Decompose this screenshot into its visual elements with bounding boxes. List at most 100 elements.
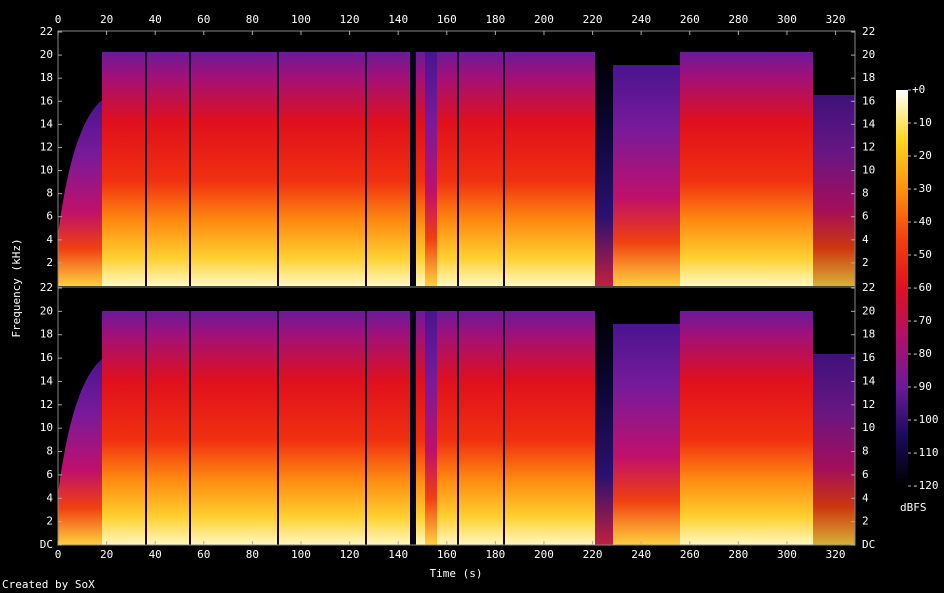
x-tick-label: 220 xyxy=(583,548,603,561)
x-tick-label: 200 xyxy=(534,548,554,561)
x-tick-label: 60 xyxy=(197,13,210,26)
x-tick-label: 300 xyxy=(777,13,797,26)
x-tick-label: 0 xyxy=(55,13,62,26)
colorbar-label: dBFS xyxy=(900,501,927,514)
x-tick-label: 240 xyxy=(631,548,651,561)
x-tick-label: 120 xyxy=(340,548,360,561)
y-tick-label: 18 xyxy=(862,328,875,341)
y-axis-label: Frequency (kHz) xyxy=(10,238,23,337)
spectrum-right xyxy=(58,291,855,545)
y-tick-label: 12 xyxy=(862,398,875,411)
y-tick-label: 2 xyxy=(46,256,53,269)
x-tick-label: 120 xyxy=(340,13,360,26)
y-tick-label: 8 xyxy=(862,187,869,200)
y-tick-label: 16 xyxy=(862,94,875,107)
y-tick-label: 10 xyxy=(40,164,53,177)
y-tick-label: 8 xyxy=(46,187,53,200)
y-tick-label: 2 xyxy=(862,256,869,269)
x-tick-label: 260 xyxy=(680,13,700,26)
y-tick-label: 16 xyxy=(862,351,875,364)
x-tick-label: 20 xyxy=(100,548,113,561)
y-tick-label: 22 xyxy=(40,25,53,38)
y-tick-label: 16 xyxy=(40,351,53,364)
x-tick-label: 220 xyxy=(583,13,603,26)
y-tick-label: 14 xyxy=(40,374,54,387)
colorbar-tick-label: -50 xyxy=(912,248,932,261)
y-tick-label: 14 xyxy=(40,117,54,130)
y-tick-label: 20 xyxy=(40,48,53,61)
y-tick-label: 18 xyxy=(40,71,53,84)
y-tick-label: 12 xyxy=(40,398,53,411)
spectrum-left xyxy=(58,32,855,286)
y-tick-label: 14 xyxy=(862,117,876,130)
y-tick-label: 4 xyxy=(46,233,53,246)
colorbar xyxy=(896,90,908,486)
x-tick-label: 320 xyxy=(826,13,846,26)
x-tick-label: 280 xyxy=(728,13,748,26)
footer: Created by SoX xyxy=(2,578,95,591)
x-tick-label: 0 xyxy=(55,548,62,561)
x-tick-label: 140 xyxy=(388,13,408,26)
colorbar-tick-label: -100 xyxy=(912,413,939,426)
y-tick-label: 4 xyxy=(862,233,869,246)
y-tick-label: 12 xyxy=(862,140,875,153)
y-tick-label: 22 xyxy=(862,25,875,38)
y-tick-label: 6 xyxy=(862,210,869,223)
y-tick-label: 8 xyxy=(862,445,869,458)
colorbar-tick-label: -90 xyxy=(912,380,932,393)
y-tick-label: 10 xyxy=(40,421,53,434)
x-tick-label: 80 xyxy=(246,548,259,561)
y-tick-label: 18 xyxy=(862,71,875,84)
y-tick-label: 4 xyxy=(862,491,869,504)
x-tick-label: 180 xyxy=(485,548,505,561)
x-tick-label: 40 xyxy=(149,548,162,561)
y-tick-label: 6 xyxy=(862,468,869,481)
y-tick-label: 20 xyxy=(862,304,875,317)
y-tick-label: 22 xyxy=(40,281,53,294)
x-axis-label: Time (s) xyxy=(430,567,483,580)
y-tick-label: 14 xyxy=(862,374,876,387)
y-tick-label: 20 xyxy=(862,48,875,61)
x-tick-label: 80 xyxy=(246,13,259,26)
x-tick-label: 40 xyxy=(149,13,162,26)
y-tick-label: 6 xyxy=(46,210,53,223)
y-tick-label: 18 xyxy=(40,328,53,341)
x-tick-label: 240 xyxy=(631,13,651,26)
y-tick-label: 10 xyxy=(862,421,875,434)
colorbar-tick-label: -60 xyxy=(912,281,932,294)
y-tick-label: 22 xyxy=(862,281,875,294)
x-tick-label: 140 xyxy=(388,548,408,561)
x-tick-label: 160 xyxy=(437,548,457,561)
y-tick-label: 4 xyxy=(46,491,53,504)
y-tick-label: 6 xyxy=(46,468,53,481)
colorbar-tick-label: +0 xyxy=(912,83,925,96)
x-tick-label: 280 xyxy=(728,548,748,561)
x-tick-label: 100 xyxy=(291,13,311,26)
y-tick-label: 12 xyxy=(40,140,53,153)
y-tick-label: 2 xyxy=(46,515,53,528)
colorbar-tick-label: -30 xyxy=(912,182,932,195)
x-tick-label: 180 xyxy=(485,13,505,26)
colorbar-tick-label: -10 xyxy=(912,116,932,129)
x-tick-label: 200 xyxy=(534,13,554,26)
x-tick-label: 100 xyxy=(291,548,311,561)
colorbar-tick-label: -120 xyxy=(912,479,939,492)
x-tick-label: 60 xyxy=(197,548,210,561)
y-tick-label: 10 xyxy=(862,164,875,177)
colorbar-tick-label: -40 xyxy=(912,215,932,228)
colorbar-tick-label: -80 xyxy=(912,347,932,360)
y-tick-label: DC xyxy=(40,538,53,551)
x-tick-label: 160 xyxy=(437,13,457,26)
y-tick-label: 16 xyxy=(40,94,53,107)
x-tick-label: 260 xyxy=(680,548,700,561)
x-tick-label: 300 xyxy=(777,548,797,561)
y-tick-label: 2 xyxy=(862,515,869,528)
colorbar-tick-label: -70 xyxy=(912,314,932,327)
x-tick-label: 320 xyxy=(826,548,846,561)
y-tick-label: 20 xyxy=(40,304,53,317)
x-tick-label: 20 xyxy=(100,13,113,26)
y-tick-label: DC xyxy=(862,538,875,551)
y-tick-label: 8 xyxy=(46,445,53,458)
colorbar-tick-label: -110 xyxy=(912,446,939,459)
